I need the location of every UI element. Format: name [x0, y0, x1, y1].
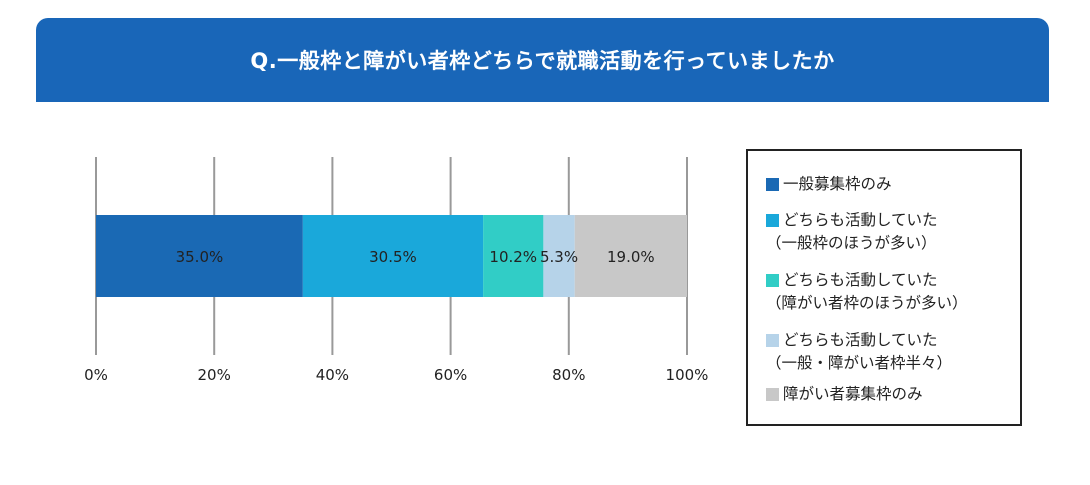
- bar-segment: [543, 215, 575, 297]
- legend-label-line1: どちらも活動していた: [783, 271, 938, 289]
- x-tick-label: 60%: [434, 366, 467, 384]
- legend-item: どちらも活動していた （一般枠のほうが多い）: [766, 209, 938, 255]
- data-label: 35.0%: [176, 248, 224, 266]
- legend-swatch: [766, 274, 779, 287]
- legend-label-line1: どちらも活動していた: [783, 211, 938, 229]
- x-tick-label: 100%: [666, 366, 709, 384]
- legend-item: 一般募集枠のみ: [766, 173, 892, 196]
- legend-swatch: [766, 334, 779, 347]
- x-tick-label: 80%: [552, 366, 585, 384]
- legend-label-line2: （障がい者枠のほうが多い）: [766, 294, 968, 312]
- legend-label: どちらも活動していた （障がい者枠のほうが多い）: [766, 269, 968, 315]
- legend-label-line2: （一般・障がい者枠半々）: [766, 354, 953, 372]
- legend-label-line1: 障がい者募集枠のみ: [783, 385, 923, 403]
- legend-label: 障がい者募集枠のみ: [783, 383, 923, 406]
- bar-segment: [483, 215, 544, 297]
- x-tick-label: 40%: [316, 366, 349, 384]
- bar-segment: [574, 215, 687, 297]
- legend-swatch: [766, 214, 779, 227]
- chart-title: Q.一般枠と障がい者枠どちらで就職活動を行っていましたか: [250, 49, 835, 73]
- legend-label-line2: （一般枠のほうが多い）: [766, 234, 937, 252]
- legend-swatch: [766, 388, 779, 401]
- legend-label: 一般募集枠のみ: [783, 173, 892, 196]
- legend-label-line1: 一般募集枠のみ: [783, 175, 892, 193]
- legend-label: どちらも活動していた （一般枠のほうが多い）: [766, 209, 938, 255]
- legend-item: どちらも活動していた （障がい者枠のほうが多い）: [766, 269, 968, 315]
- legend-swatch: [766, 178, 779, 191]
- data-label: 5.3%: [540, 248, 578, 266]
- data-label: 30.5%: [369, 248, 417, 266]
- stacked-bar-chart: 35.0% 30.5% 10.2% 5.3% 19.0% 0% 20% 40% 60% 80% 10…: [84, 157, 709, 384]
- data-label: 19.0%: [607, 248, 655, 266]
- legend: 一般募集枠のみどちらも活動していた （一般枠のほうが多い） どちらも活動していた （障…: [746, 149, 1022, 426]
- x-tick-label: 20%: [198, 366, 231, 384]
- legend-item: 障がい者募集枠のみ: [766, 383, 923, 406]
- bar-segment: [302, 215, 484, 297]
- legend-item: どちらも活動していた （一般・障がい者枠半々）: [766, 329, 952, 375]
- legend-label-line1: どちらも活動していた: [783, 331, 938, 349]
- data-label: 10.2%: [489, 248, 537, 266]
- bar-segment: [96, 215, 303, 297]
- legend-label: どちらも活動していた （一般・障がい者枠半々）: [766, 329, 952, 375]
- title-banner: Q.一般枠と障がい者枠どちらで就職活動を行っていましたか: [36, 18, 1049, 102]
- x-tick-label: 0%: [84, 366, 108, 384]
